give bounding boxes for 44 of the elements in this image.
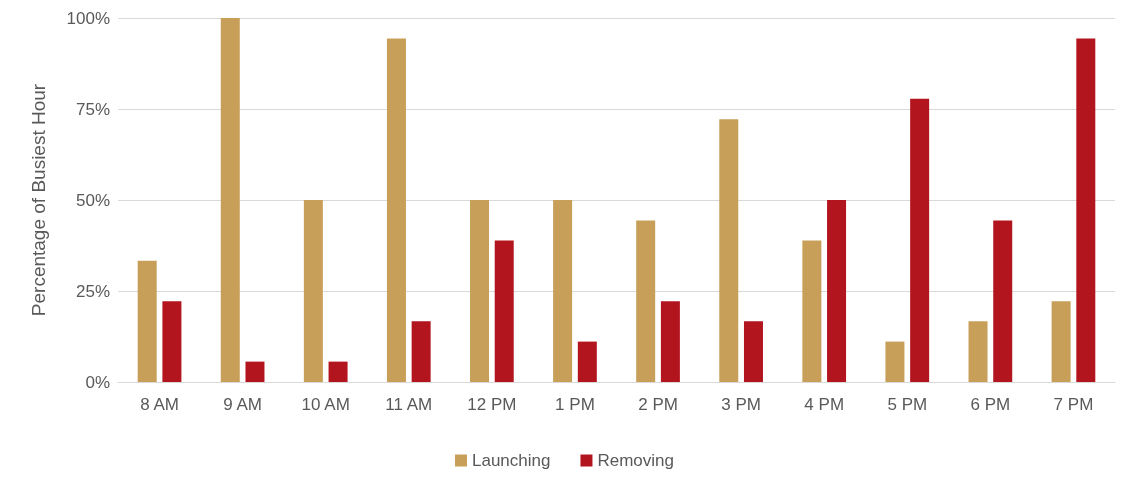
x-tick-label: 7 PM [1053,395,1094,414]
bar [411,321,431,382]
legend-label: Launching [472,451,551,470]
x-tick-label: 3 PM [721,395,761,414]
bar [162,301,182,382]
x-tick-label: 11 AM [385,395,433,414]
bar [827,200,847,382]
bar [743,321,763,382]
bar [993,220,1013,382]
legend-label: Removing [597,451,675,470]
x-tick-label: 8 AM [140,395,179,414]
x-tick-label: 4 PM [804,395,845,414]
bar [1051,301,1071,382]
y-axis-title: Percentage of Busiest Hour [28,83,49,317]
x-tick-label: 10 AM [301,395,350,414]
bar [303,200,323,382]
bar [719,119,739,382]
x-tick-label: 2 PM [638,395,678,414]
bar [386,38,406,382]
bar [494,240,514,382]
bar [328,361,348,382]
x-tick-label: 9 AM [223,395,262,414]
bar [137,260,157,382]
bar [220,18,240,382]
bar [245,361,265,382]
bar [636,220,656,382]
x-tick-label: 5 PM [887,395,928,414]
bar [553,200,573,382]
bar [577,341,597,382]
bar [885,341,905,382]
y-tick-label: 100% [66,8,110,28]
x-tick-label: 12 PM [467,395,517,414]
bar [660,301,680,382]
bar [968,321,988,382]
bar [910,98,930,382]
bar [470,200,490,382]
y-tick-label: 25% [75,281,110,301]
y-tick-label: 75% [75,99,110,119]
x-tick-label: 6 PM [970,395,1011,414]
y-tick-label: 0% [85,372,110,392]
y-tick-label: 50% [75,190,110,210]
bar [802,240,822,382]
bar [1076,38,1096,382]
x-tick-label: 1 PM [555,395,595,414]
